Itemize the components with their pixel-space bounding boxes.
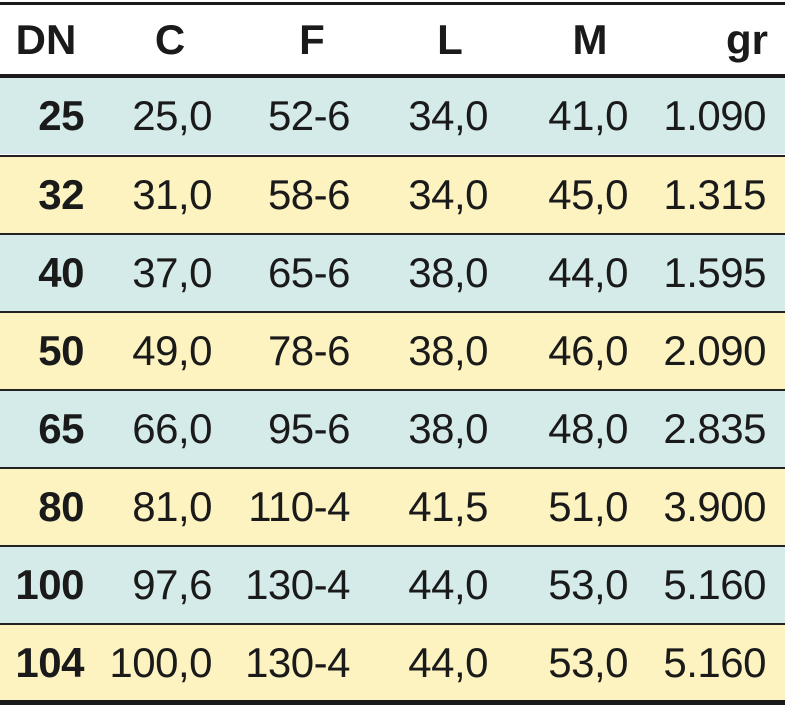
cell-dn: 25 bbox=[38, 92, 84, 139]
cell-l: 41,5 bbox=[408, 483, 488, 530]
cell-dn: 104 bbox=[15, 639, 84, 686]
cell-gr: 1.315 bbox=[663, 171, 766, 218]
table-row: 25 25,0 52-6 34,0 41,0 1.090 bbox=[0, 78, 785, 154]
row-separator bbox=[0, 623, 785, 625]
cell-c: 97,6 bbox=[132, 561, 212, 608]
table-row: 100 97,6 130-4 44,0 53,0 5.160 bbox=[0, 547, 785, 623]
cell-f: 52-6 bbox=[267, 92, 351, 139]
cell-dn: 50 bbox=[38, 327, 84, 374]
cell-f: 130-4 bbox=[245, 561, 350, 608]
row-separator bbox=[0, 155, 785, 157]
cell-f: 78-6 bbox=[267, 327, 351, 374]
cell-m: 45,0 bbox=[548, 171, 628, 218]
cell-l: 44,0 bbox=[408, 561, 488, 608]
cell-gr: 5.160 bbox=[663, 639, 766, 686]
cell-l: 44,0 bbox=[408, 639, 488, 686]
header-dn: DN bbox=[15, 16, 77, 63]
cell-m: 51,0 bbox=[548, 483, 628, 530]
table-top-rule bbox=[0, 2, 785, 5]
cell-m: 53,0 bbox=[548, 561, 628, 608]
row-separator bbox=[0, 389, 785, 391]
table-row: 32 31,0 58-6 34,0 45,0 1.315 bbox=[0, 157, 785, 233]
cell-gr: 2.835 bbox=[663, 405, 766, 452]
cell-gr: 2.090 bbox=[663, 327, 766, 374]
cell-l: 38,0 bbox=[408, 327, 488, 374]
cell-gr: 1.090 bbox=[663, 92, 766, 139]
cell-l: 34,0 bbox=[408, 171, 488, 218]
cell-c: 31,0 bbox=[132, 171, 212, 218]
table-bottom-rule bbox=[0, 700, 785, 705]
cell-f: 58-6 bbox=[267, 171, 351, 218]
cell-m: 41,0 bbox=[548, 92, 628, 139]
header-f: F bbox=[299, 16, 325, 63]
cell-f: 130-4 bbox=[245, 639, 350, 686]
cell-l: 34,0 bbox=[408, 92, 488, 139]
cell-dn: 100 bbox=[15, 561, 84, 608]
header-l: L bbox=[437, 16, 463, 63]
cell-f: 65-6 bbox=[267, 249, 351, 296]
cell-c: 81,0 bbox=[132, 483, 212, 530]
cell-m: 53,0 bbox=[548, 639, 628, 686]
header-c: C bbox=[154, 16, 186, 63]
row-separator bbox=[0, 545, 785, 547]
cell-l: 38,0 bbox=[408, 405, 488, 452]
cell-l: 38,0 bbox=[408, 249, 488, 296]
table-row: 50 49,0 78-6 38,0 46,0 2.090 bbox=[0, 313, 785, 389]
cell-m: 44,0 bbox=[548, 249, 628, 296]
row-separator bbox=[0, 233, 785, 235]
table-row: 104 100,0 130-4 44,0 53,0 5.160 bbox=[0, 625, 785, 701]
header-gr: gr bbox=[726, 16, 768, 63]
cell-c: 25,0 bbox=[132, 92, 212, 139]
cell-c: 66,0 bbox=[132, 405, 212, 452]
cell-f: 95-6 bbox=[267, 405, 351, 452]
cell-f: 110-4 bbox=[248, 483, 350, 530]
cell-gr: 3.900 bbox=[663, 483, 766, 530]
cell-dn: 65 bbox=[38, 405, 84, 452]
cell-c: 100,0 bbox=[109, 639, 212, 686]
table-header-row: DN C F L M gr bbox=[0, 6, 785, 74]
cell-dn: 80 bbox=[38, 483, 84, 530]
cell-c: 37,0 bbox=[132, 249, 212, 296]
table-row: 65 66,0 95-6 38,0 48,0 2.835 bbox=[0, 391, 785, 467]
cell-gr: 5.160 bbox=[663, 561, 766, 608]
cell-dn: 40 bbox=[38, 249, 84, 296]
cell-gr: 1.595 bbox=[663, 249, 766, 296]
header-bottom-rule bbox=[0, 74, 785, 78]
row-separator bbox=[0, 311, 785, 313]
cell-m: 46,0 bbox=[548, 327, 628, 374]
row-separator bbox=[0, 467, 785, 469]
table-row: 80 81,0 110-4 41,5 51,0 3.900 bbox=[0, 469, 785, 545]
cell-dn: 32 bbox=[38, 171, 84, 218]
table-row: 40 37,0 65-6 38,0 44,0 1.595 bbox=[0, 235, 785, 311]
header-m: M bbox=[572, 16, 608, 63]
cell-m: 48,0 bbox=[548, 405, 628, 452]
cell-c: 49,0 bbox=[132, 327, 212, 374]
